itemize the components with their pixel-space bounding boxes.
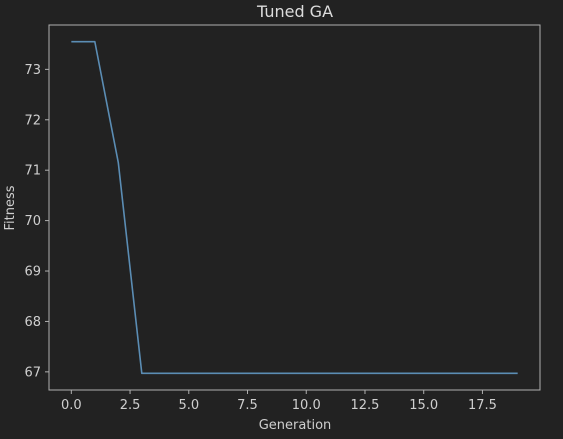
y-axis-ticks: 67 68 69 70 71 72 73: [24, 63, 49, 380]
y-axis-label: Fitness: [3, 185, 18, 230]
x-axis-label: Generation: [259, 418, 332, 433]
x-tick-label: 7.5: [237, 398, 258, 413]
series-layer: [71, 40, 518, 375]
x-axis-ticks: 0.0 2.5 5.0 7.5 10.0 12.5 15.0 17.5: [61, 390, 497, 413]
plot-area-frame: [48, 24, 541, 391]
x-tick-label: 5.0: [178, 398, 199, 413]
y-tick-label: 69: [24, 265, 41, 280]
y-tick-label: 70: [24, 214, 41, 229]
x-tick-label: 10.0: [292, 398, 321, 413]
x-tick-label: 17.5: [468, 398, 497, 413]
x-tick-label: 2.5: [120, 398, 141, 413]
y-tick-label: 73: [24, 63, 41, 78]
x-tick-label: 15.0: [409, 398, 438, 413]
x-tick-label: 12.5: [351, 398, 380, 413]
y-tick-label: 72: [24, 113, 41, 128]
y-tick-label: 67: [24, 365, 41, 380]
y-tick-label: 71: [24, 164, 41, 179]
x-tick-label: 0.0: [61, 398, 82, 413]
chart-title: Tuned GA: [256, 2, 333, 21]
fitness-series-line: [71, 40, 518, 375]
y-tick-label: 68: [24, 315, 41, 330]
